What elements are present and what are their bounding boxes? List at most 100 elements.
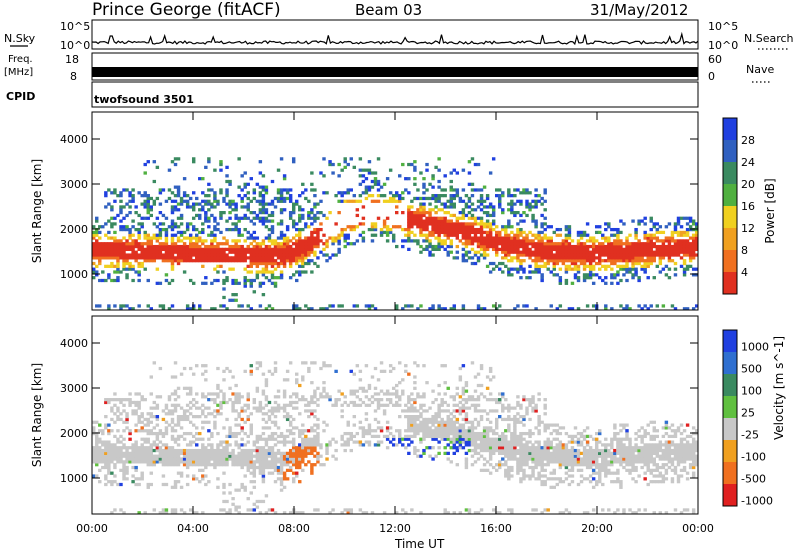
echo-cell [407,216,411,220]
echo-cell [198,213,202,218]
echo-cell [107,457,111,461]
echo-cell [116,417,120,422]
echo-cell [216,395,220,399]
echo-cell [219,451,223,455]
echo-cell [585,259,590,263]
echo-cell [170,256,175,260]
echo-cell [228,205,232,209]
echo-cell [485,429,490,433]
echo-cell [276,448,281,453]
echo-cell [210,398,214,402]
echo-cell [125,253,129,257]
echo-cell [237,247,241,251]
echo-cell [682,233,687,237]
echo-cell [407,434,411,439]
echo-cell [682,239,687,243]
echo-cell [667,259,672,263]
echo-cell [191,247,196,251]
echo-cell [507,508,511,512]
echo-cell [416,307,420,311]
echo-cell [558,256,563,260]
echo-cell [182,236,187,240]
echo-cell [416,395,420,399]
echo-cell [488,239,493,243]
echo-cell [161,434,166,439]
echo-cell [470,463,475,467]
echo-cell [407,437,411,441]
echo-cell [316,454,320,458]
echo-cell [504,230,508,235]
echo-cell [201,426,205,430]
echo-cell [249,372,253,376]
echo-cell [282,196,287,201]
echo-cell [228,179,232,184]
echo-cell [340,392,344,396]
echo-cell [285,253,290,257]
echo-cell [664,247,669,251]
echo-cell [213,267,217,271]
echo-cell [298,457,302,461]
echo-cell [191,227,196,232]
echo-cell [328,211,332,215]
echo-cell [155,434,160,439]
echo-cell [310,440,314,444]
echo-cell [458,511,463,515]
echo-cell [316,457,320,461]
echo-cell [491,304,496,308]
echo-cell [434,454,438,458]
echo-cell [304,463,308,467]
echo-cell [576,244,581,249]
echo-cell [288,400,293,405]
echo-cell [385,392,390,396]
echo-cell [658,270,663,274]
echo-cell [146,236,150,240]
echo-cell [131,264,135,268]
echo-cell [552,261,556,266]
echo-cell [355,239,360,243]
echo-cell [146,242,150,246]
echo-cell [691,253,696,257]
echo-cell [161,247,166,251]
echo-cell [228,457,232,461]
echo-cell [240,244,244,249]
echo-cell [176,185,181,189]
echo-cell [113,474,117,478]
echo-cell [219,304,223,308]
echo-cell [107,400,111,405]
echo-cell [537,250,541,254]
echo-cell [219,403,223,407]
echo-cell [240,426,244,430]
echo-cell [510,208,514,212]
echo-cell [491,448,496,453]
echo-cell [104,451,108,455]
echo-cell [449,205,453,209]
echo-cell [522,244,526,249]
echo-cell [134,270,138,274]
freq-frame [91,52,699,81]
echo-cell [564,239,569,243]
echo-cell [385,420,390,424]
echo-cell [510,451,514,455]
colorbar-swatch [723,206,737,229]
echo-cell [667,222,672,226]
echo-cell [513,415,517,419]
echo-cell [476,451,481,455]
echo-cell [513,236,517,240]
echo-cell [425,196,429,201]
echo-cell [531,205,535,209]
echo-cell [431,196,435,201]
echo-cell [234,242,238,246]
echo-cell [222,499,226,504]
echo-cell [349,188,353,192]
echo-cell [276,222,281,226]
echo-cell [343,157,347,161]
echo-cell [279,276,284,280]
echo-cell [107,431,111,436]
echo-cell [488,446,493,450]
echo-cell [419,304,423,308]
echo-cell [528,230,532,235]
echo-cell [176,259,181,263]
echo-cell [491,398,496,402]
echo-cell [273,480,278,484]
